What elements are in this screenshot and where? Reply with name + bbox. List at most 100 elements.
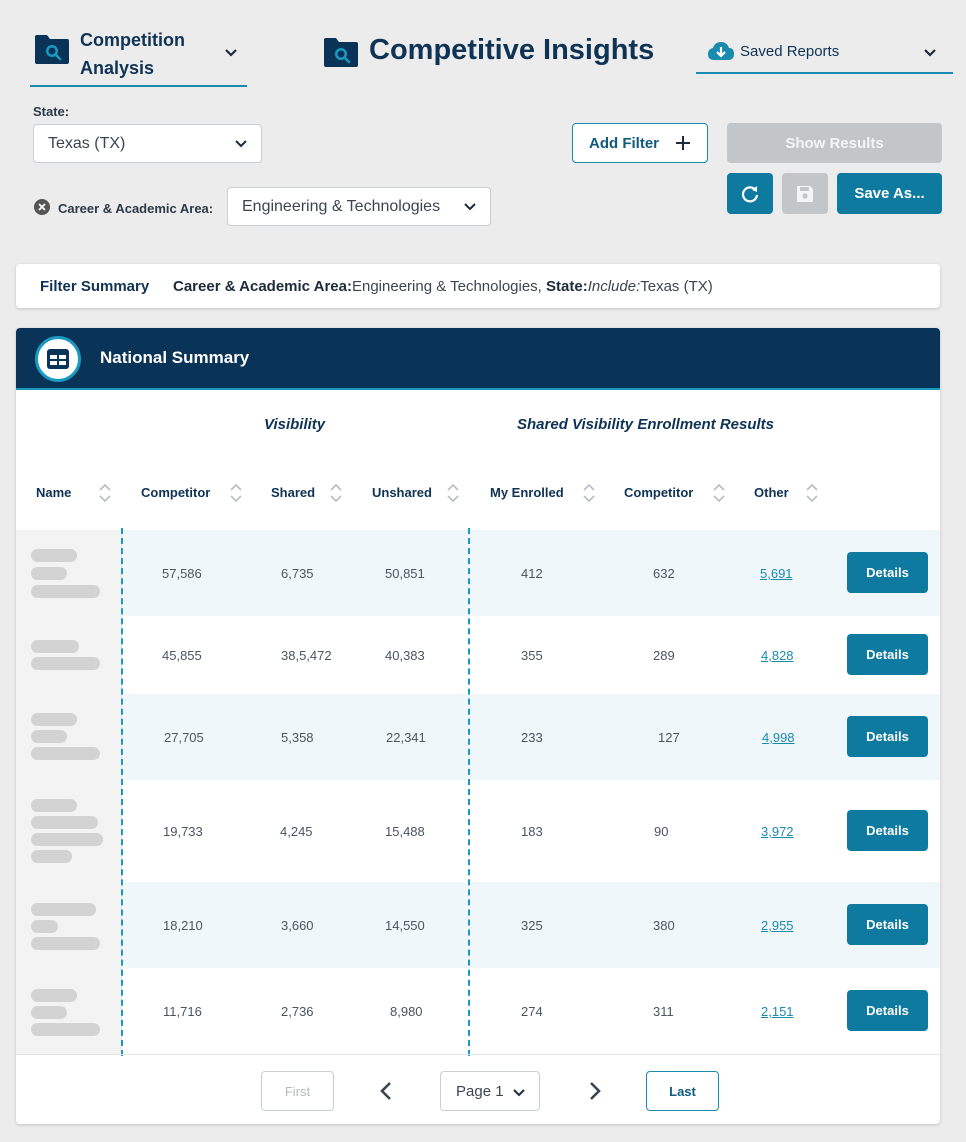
cell-unshared: 8,980	[390, 1004, 423, 1019]
cell-competitor: 11,716	[163, 1004, 202, 1019]
details-button[interactable]: Details	[847, 810, 928, 851]
state-select[interactable]: Texas (TX)	[33, 124, 262, 163]
sort-icon[interactable]	[583, 482, 595, 504]
sort-icon[interactable]	[713, 482, 725, 504]
cell-other-link[interactable]: 2,955	[761, 918, 794, 933]
table-row: 57,586 6,735 50,851 412 632 5,691 Detail…	[16, 530, 940, 616]
refresh-icon	[741, 185, 759, 202]
chevron-down-icon[interactable]	[222, 44, 240, 62]
filter-summary-card: Filter Summary Career & Academic Area:En…	[16, 264, 940, 308]
sort-icon[interactable]	[447, 482, 459, 504]
name-cell-redacted	[16, 530, 122, 616]
details-button[interactable]: Details	[847, 552, 928, 593]
summary-state-include: Include:	[587, 278, 641, 295]
cell-unshared: 50,851	[385, 566, 425, 581]
first-page-button[interactable]: First	[261, 1071, 334, 1111]
table-row: 27,705 5,358 22,341 233 127 4,998 Detail…	[16, 694, 940, 780]
cell-other-link[interactable]: 3,972	[761, 824, 794, 839]
chevron-down-icon	[235, 139, 247, 147]
redacted-text	[31, 833, 103, 846]
name-cell-redacted	[16, 616, 122, 694]
cell-unshared: 15,488	[385, 824, 425, 839]
column-header-shared[interactable]: Shared	[271, 485, 316, 500]
filter-summary-text: Career & Academic Area:Engineering & Tec…	[173, 278, 713, 295]
redacted-text	[31, 657, 100, 670]
cell-competitor: 27,705	[164, 730, 204, 745]
sort-icon[interactable]	[230, 482, 242, 504]
cell-unshared: 40,383	[385, 648, 425, 663]
last-page-button[interactable]: Last	[646, 1071, 719, 1111]
sort-icon[interactable]	[99, 482, 111, 504]
cell-my-enrolled: 412	[521, 566, 543, 581]
redacted-text	[31, 713, 77, 726]
sort-icon[interactable]	[330, 482, 342, 504]
name-cell-redacted	[16, 968, 122, 1054]
cell-competitor-2: 380	[653, 918, 675, 933]
column-header-competitor-2[interactable]: Competitor	[624, 485, 694, 500]
refresh-button[interactable]	[727, 173, 773, 214]
chevron-right-icon[interactable]	[584, 1080, 604, 1102]
state-select-value: Texas (TX)	[48, 134, 126, 152]
cell-competitor: 45,855	[162, 648, 202, 663]
plus-icon	[676, 136, 690, 150]
nav-title-line1: Competition	[80, 30, 185, 50]
nav-title[interactable]: Competition Analysis	[80, 26, 185, 82]
cell-my-enrolled: 233	[521, 730, 543, 745]
chevron-left-icon[interactable]	[377, 1080, 397, 1102]
redacted-text	[31, 585, 100, 598]
table-footer-divider	[16, 1054, 940, 1055]
page-select-value: Page 1	[456, 1082, 504, 1100]
state-label: State:	[33, 104, 70, 119]
cell-competitor-2: 289	[653, 648, 675, 663]
save-as-label: Save As...	[854, 185, 925, 202]
cell-my-enrolled: 183	[521, 824, 543, 839]
cell-competitor-2: 632	[653, 566, 675, 581]
column-header-unshared[interactable]: Unshared	[372, 485, 432, 500]
save-button[interactable]	[782, 173, 828, 214]
redacted-text	[31, 799, 77, 812]
column-header-competitor[interactable]: Competitor	[141, 485, 211, 500]
add-filter-button[interactable]: Add Filter	[572, 123, 708, 163]
saved-reports-underline	[696, 72, 953, 74]
career-area-label: Career & Academic Area:	[58, 201, 214, 216]
cell-shared: 2,736	[281, 1004, 314, 1019]
redacted-text	[31, 567, 67, 580]
column-header-other[interactable]: Other	[754, 485, 789, 500]
column-divider	[468, 528, 470, 1056]
details-button[interactable]: Details	[847, 990, 928, 1031]
details-button[interactable]: Details	[847, 904, 928, 945]
column-header-name[interactable]: Name	[36, 485, 72, 500]
details-button[interactable]: Details	[847, 716, 928, 757]
cell-other-link[interactable]: 4,998	[762, 730, 795, 745]
cell-other-link[interactable]: 5,691	[760, 566, 793, 581]
cell-competitor-2: 127	[658, 730, 680, 745]
folder-search-icon	[35, 35, 69, 64]
table-row: 45,855 38,5,472 40,383 355 289 4,828 Det…	[16, 616, 940, 694]
chevron-down-icon	[513, 1089, 525, 1097]
group-visibility-header: Visibility	[264, 416, 326, 433]
redacted-text	[31, 903, 96, 916]
save-as-button[interactable]: Save As...	[837, 173, 942, 214]
add-filter-label: Add Filter	[589, 134, 659, 152]
column-header-my-enrolled[interactable]: My Enrolled	[490, 485, 564, 500]
cell-other-link[interactable]: 4,828	[761, 648, 794, 663]
sort-icon[interactable]	[806, 482, 818, 504]
cloud-download-icon	[708, 42, 734, 60]
nav-underline	[30, 85, 247, 87]
show-results-label: Show Results	[785, 134, 884, 152]
cell-competitor-2: 311	[653, 1004, 674, 1019]
page-title: Competitive Insights	[369, 34, 655, 66]
saved-reports-label[interactable]: Saved Reports	[740, 43, 840, 60]
career-area-select[interactable]: Engineering & Technologies	[227, 187, 491, 226]
chevron-down-icon[interactable]	[921, 44, 939, 62]
redacted-text	[31, 850, 72, 863]
page-select[interactable]: Page 1	[440, 1071, 540, 1111]
close-circle-icon[interactable]	[34, 199, 50, 215]
national-summary-header: National Summary	[16, 328, 940, 390]
show-results-button[interactable]: Show Results	[727, 123, 942, 163]
details-button[interactable]: Details	[847, 634, 928, 675]
cell-other-link[interactable]: 2,151	[761, 1004, 794, 1019]
group-shared-header: Shared Visibility Enrollment Results	[517, 416, 775, 433]
table-row: 19,733 4,245 15,488 183 90 3,972 Details	[16, 780, 940, 882]
redacted-text	[31, 549, 77, 562]
